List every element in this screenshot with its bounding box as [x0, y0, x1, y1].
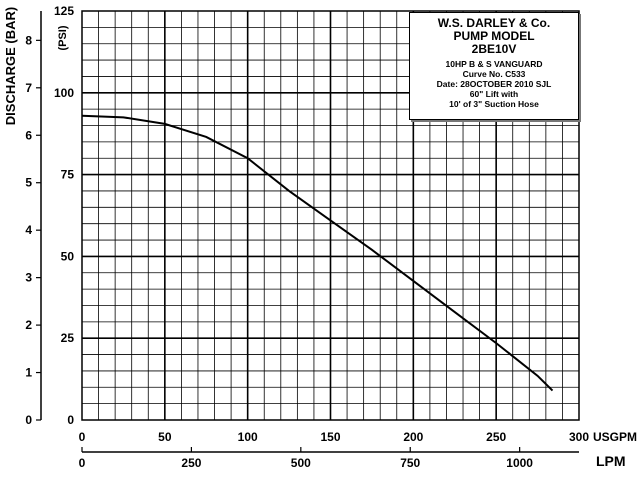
- bar-tick-marks: [36, 39, 41, 421]
- psi-tick-label: 100: [54, 86, 74, 100]
- bar-tick-label: 6: [25, 128, 32, 142]
- usgpm-tick-label: 50: [158, 430, 172, 444]
- usgpm-tick-label: 200: [403, 430, 423, 444]
- usgpm-tick-label: 150: [320, 430, 340, 444]
- bar-tick-label: 0: [25, 413, 32, 427]
- lpm-tick-marks: [81, 447, 521, 452]
- bar-tick-label: 8: [25, 33, 32, 47]
- pump-info-box: W.S. DARLEY & Co. PUMP MODEL 2BE10V 10HP…: [409, 12, 579, 120]
- psi-tick-label: 25: [61, 331, 75, 345]
- lpm-tick-label: 750: [400, 456, 420, 470]
- bar-tick-label: 3: [25, 271, 32, 285]
- lift-detail: 60" Lift with: [469, 89, 519, 99]
- x-axis-title-usgpm: USGPM: [593, 430, 637, 444]
- bar-tick-label: 1: [25, 366, 32, 380]
- lpm-tick-label: 250: [181, 456, 201, 470]
- usgpm-tick-label: 0: [79, 430, 86, 444]
- usgpm-tick-label: 100: [238, 430, 258, 444]
- psi-tick-label: 75: [61, 168, 75, 182]
- suction-hose-detail: 10' of 3" Suction Hose: [449, 99, 539, 109]
- lpm-tick-label: 1000: [506, 456, 533, 470]
- y-axis-unit-psi: (PSI): [57, 25, 69, 50]
- bar-tick-label: 7: [25, 81, 32, 95]
- bar-tick-labels: 0 1 2 3 4 5 6 7 8: [25, 33, 32, 427]
- usgpm-tick-label: 300: [569, 430, 589, 444]
- model-heading: PUMP MODEL: [453, 29, 535, 43]
- x-axis-title-lpm: LPM: [596, 453, 626, 469]
- major-grid: [82, 11, 579, 420]
- bar-tick-label: 5: [25, 176, 32, 190]
- psi-tick-label: 125: [54, 4, 74, 18]
- psi-tick-labels: 0 25 50 75 100 125: [54, 4, 74, 427]
- pump-performance-curve: [81, 114, 554, 392]
- lpm-tick-label: 0: [79, 456, 86, 470]
- usgpm-tick-labels: 0 50 100 150 200 250 300: [79, 430, 590, 444]
- psi-tick-label: 0: [67, 413, 74, 427]
- engine-detail: 10HP B & S VANGUARD: [445, 59, 543, 69]
- usgpm-tick-label: 250: [486, 430, 506, 444]
- lpm-tick-labels: 0 250 500 750 1000: [79, 456, 534, 470]
- y-axis-title-bar: DISCHARGE (BAR): [3, 7, 18, 125]
- bar-tick-label: 4: [25, 223, 32, 237]
- curve-number: Curve No. C533: [462, 69, 526, 79]
- plot-frame: [81, 10, 580, 421]
- psi-tick-label: 50: [61, 249, 75, 263]
- curve-date: Date: 28OCTOBER 2010 SJL: [436, 79, 552, 89]
- model-number: 2BE10V: [471, 42, 517, 56]
- bar-tick-label: 2: [25, 318, 32, 332]
- company-name: W.S. DARLEY & Co.: [437, 16, 551, 30]
- lpm-tick-label: 500: [291, 456, 311, 470]
